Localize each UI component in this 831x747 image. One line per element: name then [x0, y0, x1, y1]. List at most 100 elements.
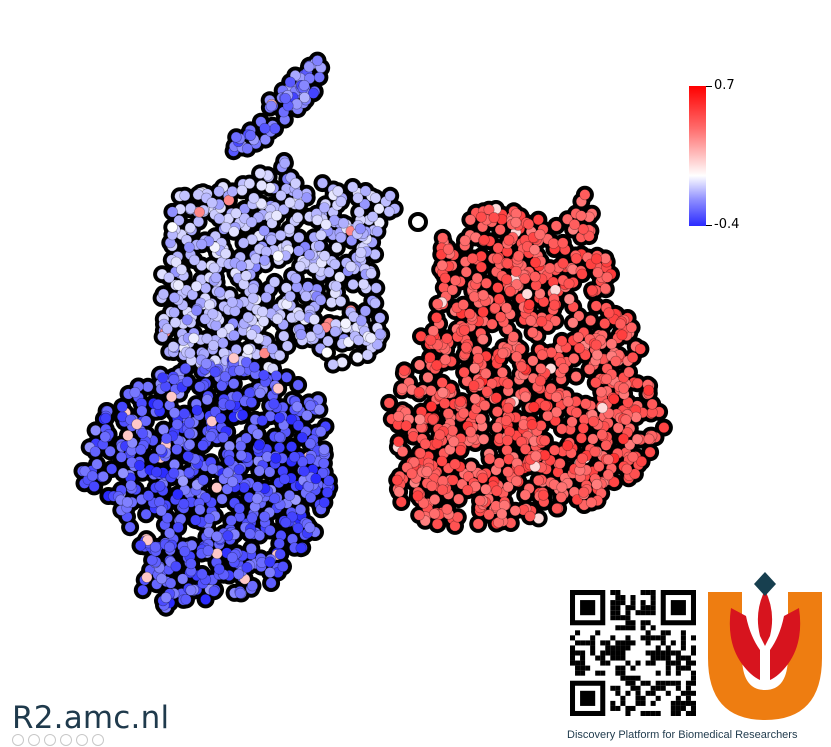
- qr-module: [590, 645, 596, 651]
- linkedin-icon[interactable]: [60, 734, 72, 746]
- data-point-lower-left-body: [106, 463, 118, 475]
- data-point-upper-left-body: [345, 261, 357, 273]
- qr-module: [660, 630, 666, 636]
- data-point-right-body: [599, 282, 611, 294]
- qr-module: [635, 695, 641, 701]
- qr-module: [580, 640, 586, 646]
- qr-module: [670, 660, 676, 666]
- data-point-lower-left-body: [179, 545, 191, 557]
- qr-module: [580, 665, 586, 671]
- data-point-right-body: [524, 510, 536, 522]
- data-point-right-body: [489, 302, 501, 314]
- data-point-lower-left-body: [208, 585, 220, 597]
- qr-module: [680, 705, 686, 711]
- qr-module: [640, 590, 646, 596]
- qr-module: [680, 690, 686, 696]
- qr-module: [685, 655, 691, 661]
- data-point-right-body: [626, 321, 638, 333]
- qr-module: [615, 650, 621, 656]
- data-point-right-body: [606, 338, 618, 350]
- data-point-lower-left-body: [90, 424, 102, 436]
- data-point-right-body: [529, 256, 541, 268]
- qr-module: [620, 650, 626, 656]
- data-point-right-body: [529, 271, 541, 283]
- data-point-upper-left-body: [373, 203, 385, 215]
- qr-module: [655, 685, 661, 691]
- data-point-lower-left-body: [295, 503, 307, 515]
- data-point-right-body: [539, 400, 551, 412]
- qr-module: [620, 675, 626, 681]
- data-point-right-body: [449, 458, 461, 470]
- data-point-upper-left-body: [240, 270, 252, 282]
- data-point-right-body: [397, 446, 409, 458]
- data-point-upper-left-body: [293, 245, 305, 257]
- data-point-right-body: [562, 440, 574, 452]
- qr-module: [645, 660, 651, 666]
- data-point-upper-left-body: [321, 346, 333, 358]
- data-point-upper-left-body: [199, 313, 211, 325]
- data-point-lower-left-body: [180, 362, 192, 374]
- qr-module: [675, 700, 681, 706]
- data-point-right-body: [587, 433, 599, 445]
- data-point-right-body: [608, 476, 620, 488]
- site-brand[interactable]: R2.amc.nl: [12, 700, 170, 736]
- data-point-right-body: [536, 315, 548, 327]
- link-icon[interactable]: [92, 734, 104, 746]
- data-point-right-body: [577, 422, 589, 434]
- qr-module: [675, 660, 681, 666]
- pinterest-icon[interactable]: [44, 734, 56, 746]
- twitter-icon[interactable]: [28, 734, 40, 746]
- data-point-upper-left-body: [335, 295, 347, 307]
- data-point-lower-left-body: [172, 521, 184, 533]
- data-point-lower-left-body: [234, 587, 246, 599]
- data-point-lower-left-body: [286, 441, 298, 453]
- data-point-lower-left-body: [200, 358, 212, 370]
- data-point-upper-left-body: [313, 240, 325, 252]
- data-point-upper-left-body: [290, 272, 302, 284]
- data-point-right-body: [501, 273, 513, 285]
- data-point-right-body: [398, 364, 410, 376]
- data-point-right-body: [421, 466, 433, 478]
- data-point-lower-left-body: [228, 378, 240, 390]
- data-point-right-body: [646, 398, 658, 410]
- qr-module: [620, 700, 626, 706]
- qr-module: [620, 645, 626, 651]
- data-point-right-body: [413, 509, 425, 521]
- data-point-right-body: [623, 366, 635, 378]
- qr-module: [620, 665, 626, 671]
- mail-icon[interactable]: [76, 734, 88, 746]
- data-point-right-body: [459, 235, 471, 247]
- data-point-right-body: [447, 474, 459, 486]
- data-point-right-body: [425, 385, 437, 397]
- data-point-upper-left-body: [214, 286, 226, 298]
- data-point-right-body: [449, 274, 461, 286]
- data-point-upper-left-body: [213, 186, 225, 198]
- data-point-right-body: [556, 481, 568, 493]
- qr-module: [675, 685, 681, 691]
- facebook-icon[interactable]: [12, 734, 24, 746]
- data-point-right-body: [589, 446, 601, 458]
- data-point-upper-left-body: [315, 229, 327, 241]
- data-point-right-body: [442, 408, 454, 420]
- data-point-lower-left-body: [256, 415, 268, 427]
- qr-module: [650, 610, 656, 616]
- data-point-upper-left-body: [284, 290, 296, 302]
- qr-module: [610, 650, 616, 656]
- qr-module: [625, 615, 631, 621]
- data-point-lower-left-body: [273, 431, 285, 443]
- qr-module: [635, 675, 641, 681]
- data-point-lower-left-body: [272, 382, 284, 394]
- qr-code[interactable]: [570, 590, 696, 716]
- data-point-upper-left-body: [370, 192, 382, 204]
- data-point-right-body: [502, 378, 514, 390]
- data-point-upper-left-arm: [269, 123, 281, 135]
- qr-module: [585, 665, 591, 671]
- data-point-lower-left-body: [216, 493, 228, 505]
- data-point-upper-left-body: [258, 225, 270, 237]
- data-point-right-body: [439, 397, 451, 409]
- qr-module: [640, 610, 646, 616]
- qr-module: [680, 665, 686, 671]
- qr-module: [640, 710, 646, 716]
- data-point-right-body: [496, 508, 508, 520]
- data-point-lower-left-body: [268, 398, 280, 410]
